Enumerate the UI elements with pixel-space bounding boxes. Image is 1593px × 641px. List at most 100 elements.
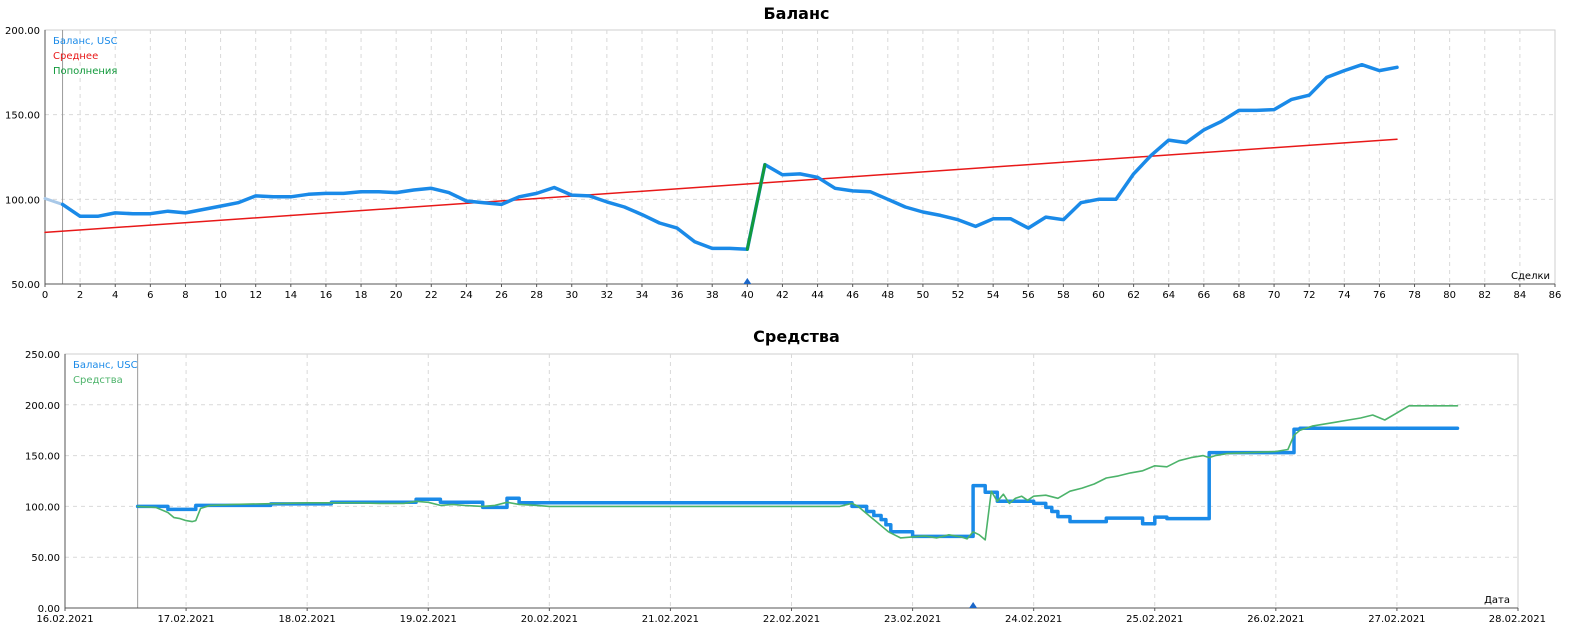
x-tick-label: 30 xyxy=(565,290,578,301)
y-tick-label: 100.00 xyxy=(25,502,60,513)
balance-point xyxy=(360,191,362,193)
balance-point xyxy=(307,193,309,195)
balance-point xyxy=(623,206,625,208)
x-tick-label: 27.02.2021 xyxy=(1368,614,1425,625)
balance-point xyxy=(1185,142,1187,144)
balance-point xyxy=(1361,64,1363,66)
y-tick-label: 200.00 xyxy=(25,401,60,412)
y-tick-label: 200.00 xyxy=(5,26,40,37)
balance-point xyxy=(237,202,239,204)
balance-point xyxy=(957,219,959,221)
x-tick-label: 72 xyxy=(1303,290,1316,301)
x-tick-label: 80 xyxy=(1443,290,1456,301)
x-tick-label: 26 xyxy=(495,290,508,301)
x-tick-label: 66 xyxy=(1197,290,1210,301)
balance-point xyxy=(1343,70,1345,72)
x-tick-label: 24 xyxy=(460,290,473,301)
balance-point xyxy=(676,227,678,229)
balance-point xyxy=(1238,109,1240,111)
x-tick-label: 10 xyxy=(214,290,227,301)
y-tick-label: 50.00 xyxy=(11,280,40,291)
balance-point xyxy=(167,210,169,212)
balance-point xyxy=(939,214,941,216)
x-tick-label: 60 xyxy=(1092,290,1105,301)
balance-point xyxy=(114,212,116,214)
balance-point xyxy=(571,194,573,196)
balance-point xyxy=(1150,154,1152,156)
balance-point xyxy=(1273,109,1275,111)
balance-point xyxy=(781,174,783,176)
balance-point xyxy=(483,202,485,204)
balance-point xyxy=(641,214,643,216)
x-tick-label: 32 xyxy=(600,290,613,301)
x-tick-label: 38 xyxy=(706,290,719,301)
x-tick-label: 68 xyxy=(1233,290,1246,301)
x-tick-label: 84 xyxy=(1514,290,1527,301)
x-tick-label: 0 xyxy=(42,290,48,301)
legend-item-balance: Баланс, USC xyxy=(73,360,138,371)
y-tick-label: 50.00 xyxy=(31,553,60,564)
balance-point xyxy=(395,192,397,194)
x-tick-label: 19.02.2021 xyxy=(400,614,457,625)
x-tick-label: 20.02.2021 xyxy=(521,614,578,625)
balance-point xyxy=(132,213,134,215)
balance-point xyxy=(553,186,555,188)
x-tick-label: 48 xyxy=(881,290,894,301)
balance-point xyxy=(1256,109,1258,111)
balance-point xyxy=(711,247,713,249)
x-tick-label: 2 xyxy=(77,290,83,301)
balance-point xyxy=(97,215,99,217)
x-tick-label: 46 xyxy=(846,290,859,301)
balance-point xyxy=(1080,202,1082,204)
x-tick-label: 54 xyxy=(987,290,1000,301)
series-average-line xyxy=(44,138,1398,234)
balance-point xyxy=(1062,219,1064,221)
balance-point xyxy=(694,241,696,243)
x-tick-label: 22 xyxy=(425,290,438,301)
balance-point xyxy=(1133,173,1135,175)
balance-point xyxy=(290,196,292,198)
y-tick-label: 150.00 xyxy=(5,111,40,122)
chart-title-equity: Средства xyxy=(753,327,840,346)
balance-point xyxy=(1291,98,1293,100)
balance-point xyxy=(834,187,836,189)
series-deposits-line xyxy=(745,163,767,251)
balance-point xyxy=(518,196,520,198)
balance-point xyxy=(852,190,854,192)
x-tick-label: 78 xyxy=(1408,290,1421,301)
x-tick-label: 25.02.2021 xyxy=(1126,614,1183,625)
balance-point xyxy=(1308,94,1310,96)
x-tick-label: 44 xyxy=(811,290,824,301)
x-tick-label: 74 xyxy=(1338,290,1351,301)
legend-item-deposits: Пополнения xyxy=(53,66,117,77)
balance-point xyxy=(220,205,222,207)
x-tick-label: 34 xyxy=(636,290,649,301)
balance-point xyxy=(79,215,81,217)
x-tick-label: 16 xyxy=(320,290,333,301)
y-tick-label: 0.00 xyxy=(38,604,60,615)
x-axis-label: Дата xyxy=(1484,595,1510,606)
y-tick-label: 250.00 xyxy=(25,350,60,361)
balance-point xyxy=(149,213,151,215)
balance-point xyxy=(588,195,590,197)
balance-point xyxy=(799,173,801,175)
x-tick-label: 14 xyxy=(284,290,297,301)
x-tick-label: 6 xyxy=(147,290,153,301)
balance-point xyxy=(1115,198,1117,200)
x-tick-label: 24.02.2021 xyxy=(1005,614,1062,625)
balance-point xyxy=(1168,139,1170,141)
x-tick-label: 82 xyxy=(1478,290,1491,301)
x-tick-label: 21.02.2021 xyxy=(642,614,699,625)
balance-point xyxy=(272,196,274,198)
x-tick-label: 26.02.2021 xyxy=(1247,614,1304,625)
balance-point xyxy=(992,218,994,220)
balance-point xyxy=(1097,198,1099,200)
balance-point xyxy=(922,211,924,213)
y-tick-label: 150.00 xyxy=(25,452,60,463)
series-start-segment xyxy=(43,197,65,206)
x-tick-label: 23.02.2021 xyxy=(884,614,941,625)
x-tick-label: 12 xyxy=(249,290,262,301)
y-tick-label: 100.00 xyxy=(5,195,40,206)
x-tick-label: 40 xyxy=(741,290,754,301)
